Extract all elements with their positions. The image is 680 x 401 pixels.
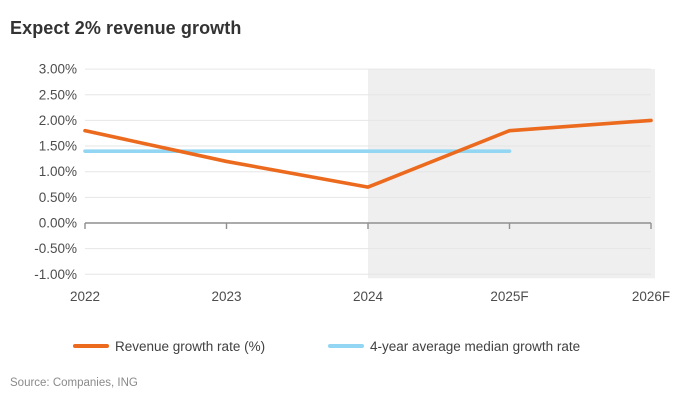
source-note: Source: Companies, ING xyxy=(10,377,138,389)
legend-line-swatch-orange-icon xyxy=(73,344,109,348)
y-axis-label: -0.50% xyxy=(34,241,77,256)
legend-label-average-median: 4-year average median growth rate xyxy=(370,338,581,354)
y-axis-label: 1.50% xyxy=(39,139,77,154)
legend-item-revenue-growth: Revenue growth rate (%) xyxy=(73,337,265,355)
legend-label-revenue-growth: Revenue growth rate (%) xyxy=(115,338,266,354)
x-axis-label: 2023 xyxy=(211,289,241,304)
x-axis-label: 2024 xyxy=(353,289,384,304)
chart-plot-area: 3.00% 2.50% 2.00% 1.50% 1.00% 0.50% 0.00% -0.50… xyxy=(34,62,670,304)
y-axis-label: 1.00% xyxy=(39,164,77,179)
x-axis-label: 2022 xyxy=(70,289,100,304)
x-axis-label: 2025F xyxy=(490,289,528,304)
legend-item-average-median: 4-year average median growth rate xyxy=(328,337,580,355)
y-axis-label: 0.50% xyxy=(39,190,77,205)
y-axis-label: 0.00% xyxy=(39,216,77,231)
forecast-region xyxy=(368,69,655,279)
series-line-0 xyxy=(83,118,653,189)
y-axis-label: -1.00% xyxy=(34,267,77,282)
y-axis-label: 2.50% xyxy=(39,87,77,102)
x-axis-label: 2026F xyxy=(632,289,670,304)
legend-line-swatch-blue-icon xyxy=(328,344,364,348)
y-axis-label: 3.00% xyxy=(39,62,77,77)
chart-title: Expect 2% revenue growth xyxy=(10,18,242,38)
y-axis-label: 2.00% xyxy=(39,113,77,128)
